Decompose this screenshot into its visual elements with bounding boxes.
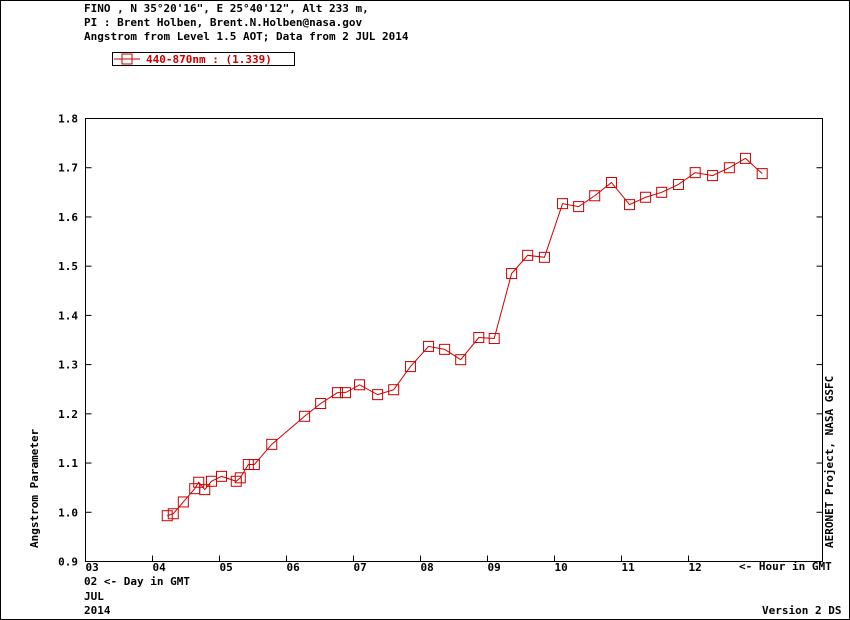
x-tick-label: 08 [421, 561, 434, 574]
right-label: AERONET Project, NASA GSFC [823, 376, 836, 548]
marker [193, 476, 205, 488]
x-axis-label: <- Hour in GMT [739, 560, 832, 573]
marker [331, 387, 343, 399]
marker [167, 508, 179, 520]
x-tick-label: 04 [153, 561, 167, 574]
marker [723, 162, 735, 174]
marker [589, 190, 601, 202]
marker [230, 475, 242, 487]
x-tick-label: 09 [488, 561, 501, 574]
x-tick-label: 10 [555, 561, 568, 574]
y-tick-label: 1.3 [58, 359, 78, 372]
y-tick-label: 1.7 [58, 162, 78, 175]
marker [234, 472, 246, 484]
x-tick-label: 11 [622, 561, 636, 574]
legend-box [112, 52, 295, 66]
marker [315, 397, 327, 409]
y-tick-label: 1.2 [58, 408, 78, 421]
marker [266, 438, 278, 450]
y-tick-label: 0.9 [58, 556, 78, 569]
marker [689, 167, 701, 179]
legend-marker [121, 53, 133, 65]
marker [354, 379, 366, 391]
marker [216, 470, 228, 482]
marker [455, 354, 467, 366]
marker [488, 333, 500, 345]
year-label: 2014 [84, 604, 111, 617]
y-axis-label: Angstrom Parameter [28, 428, 41, 548]
marker [756, 168, 768, 180]
y-tick-label: 1.1 [58, 457, 78, 470]
plot-frame [85, 118, 823, 562]
x-tick-label: 07 [354, 561, 367, 574]
version-label: Version 2 DS [762, 604, 841, 617]
marker [372, 389, 384, 401]
marker [199, 484, 211, 496]
x-tick-label: 12 [689, 561, 702, 574]
marker [522, 249, 534, 261]
marker [739, 152, 751, 164]
legend-label: 440-870nm : (1.339) [146, 53, 272, 66]
marker [177, 496, 189, 508]
marker [573, 201, 585, 213]
marker [506, 268, 518, 280]
marker [473, 332, 485, 344]
header-line: FINO , N 35°20'16", E 25°40'12", Alt 233… [84, 2, 369, 15]
marker [707, 170, 719, 182]
marker [605, 176, 617, 188]
marker [339, 387, 351, 399]
marker [656, 186, 668, 198]
x-tick-label: 06 [287, 561, 301, 574]
y-tick-label: 1.0 [58, 506, 78, 519]
y-tick-label: 1.6 [58, 211, 78, 224]
marker [161, 510, 173, 522]
marker [404, 361, 416, 373]
header-line: PI : Brent Holben, Brent.N.Holben@nasa.g… [84, 16, 363, 29]
marker [439, 343, 451, 355]
marker [624, 199, 636, 211]
marker [557, 198, 569, 210]
y-tick-label: 1.8 [58, 113, 78, 126]
marker [248, 459, 260, 471]
marker [423, 340, 435, 352]
x-tick-label: 05 [220, 561, 233, 574]
marker [538, 251, 550, 263]
y-tick-label: 1.4 [58, 309, 78, 322]
marker [242, 459, 254, 471]
series-line [167, 157, 763, 517]
marker [672, 178, 684, 190]
y-tick-label: 1.5 [58, 260, 78, 273]
day-label: 02 <- Day in GMT [84, 575, 190, 588]
month-label: JUL [84, 590, 104, 603]
marker [299, 410, 311, 422]
marker [388, 384, 400, 396]
x-tick-label: 03 [86, 561, 99, 574]
header-line: Angstrom from Level 1.5 AOT; Data from 2… [84, 30, 409, 43]
marker [640, 191, 652, 203]
